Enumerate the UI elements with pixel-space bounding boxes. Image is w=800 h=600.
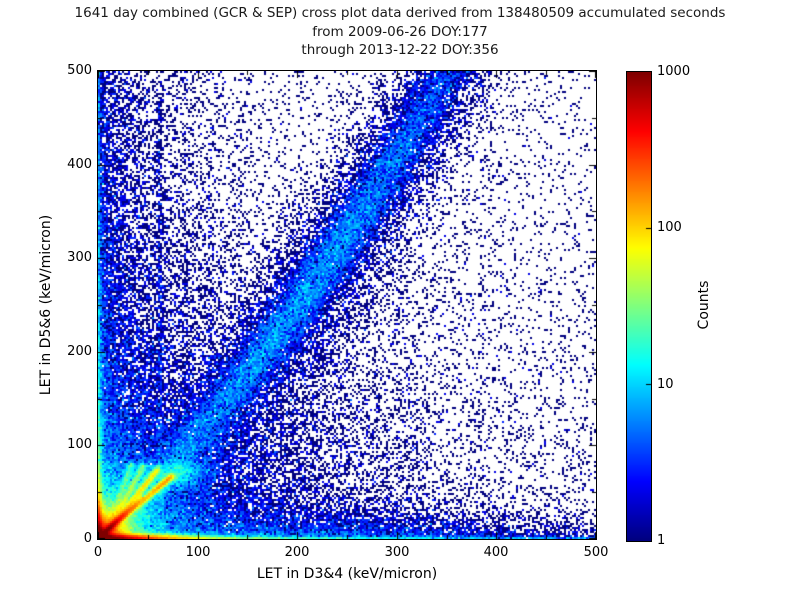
x-axis-tick-label: 200: [284, 545, 310, 560]
y-axis-tick-label: 200: [67, 344, 92, 359]
colorbar-tick-label: 1000: [657, 64, 691, 79]
figure-title-line-1: 1641 day combined (GCR & SEP) cross plot…: [74, 5, 726, 21]
y-axis-tick-label: 100: [67, 437, 92, 452]
x-axis-tick-label: 300: [384, 545, 410, 560]
colorbar-tick-label: 10: [657, 377, 674, 392]
x-axis-tick-label: 0: [93, 545, 103, 560]
colorbar-tick-label: 100: [657, 220, 682, 235]
y-axis-tick-label: 300: [67, 250, 92, 265]
colorbar-tick-label: 1: [657, 533, 666, 548]
colorbar: [626, 71, 652, 542]
figure-title-line-2: from 2009-06-26 DOY:177: [312, 24, 488, 40]
crossplot-heatmap-canvas: [98, 71, 596, 539]
x-axis-tick-label: 500: [583, 545, 609, 560]
y-axis-tick-label: 0: [83, 531, 92, 546]
y-axis-tick-label: 500: [67, 63, 92, 78]
x-axis-tick-label: 400: [483, 545, 509, 560]
figure-title-line-3: through 2013-12-22 DOY:356: [301, 42, 499, 58]
x-axis-tick-label: 100: [185, 545, 211, 560]
colorbar-title: Counts: [696, 280, 712, 330]
x-axis-title: LET in D3&4 (keV/micron): [256, 566, 438, 582]
y-axis-title: LET in D5&6 (keV/micron): [38, 214, 54, 396]
plot-area: [97, 70, 597, 540]
y-axis-tick-label: 400: [67, 157, 92, 172]
colorbar-gradient-canvas: [627, 72, 651, 541]
